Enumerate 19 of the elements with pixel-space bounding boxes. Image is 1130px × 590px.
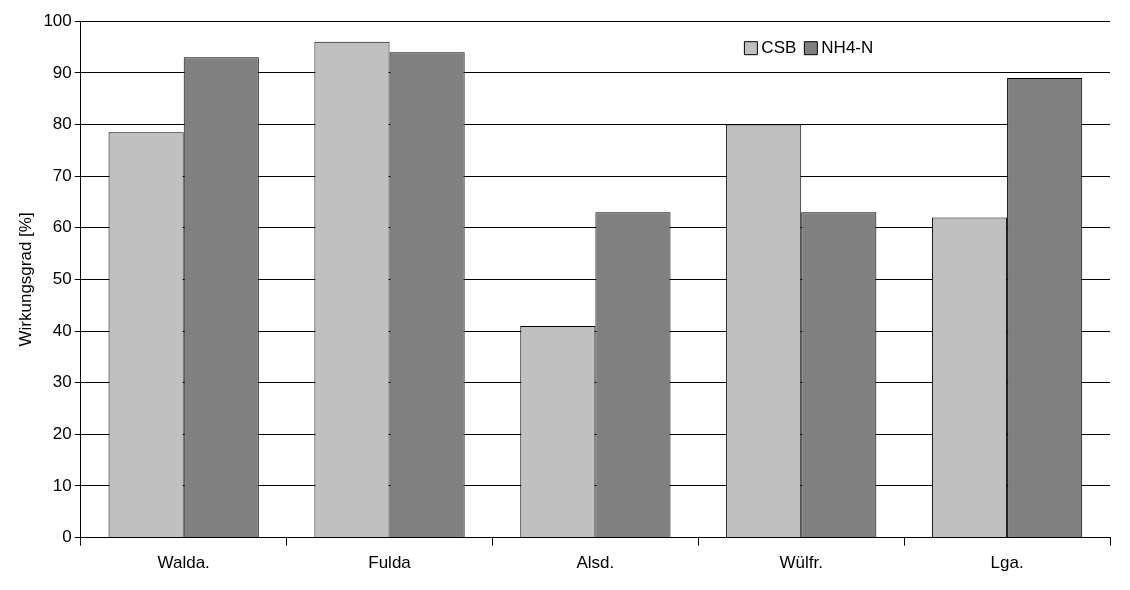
legend-label: NH4-N: [821, 37, 874, 57]
y-tick-label: 100: [43, 10, 72, 30]
y-tick-label: 20: [52, 424, 72, 444]
x-tick-label: Lga.: [990, 553, 1024, 573]
y-tick-label: 90: [52, 62, 72, 82]
y-axis-title: Wirkungsgrad [%]: [15, 212, 35, 347]
y-tick-label: 60: [52, 217, 72, 237]
y-tick-label: 30: [52, 372, 72, 392]
legend-label: CSB: [761, 37, 797, 57]
y-tick-label: 80: [52, 114, 72, 134]
y-tick-label: 10: [52, 475, 72, 495]
y-tick-label: 0: [62, 527, 72, 547]
x-tick-label: Walda.: [157, 553, 210, 573]
y-tick-label: 70: [52, 165, 72, 185]
x-tick-label: Wülfr.: [779, 553, 823, 573]
y-tick-label: 40: [52, 320, 72, 340]
y-tick-label: 50: [52, 269, 72, 289]
x-tick-label: Fulda: [368, 553, 412, 573]
x-tick-label: Alsd.: [576, 553, 615, 573]
